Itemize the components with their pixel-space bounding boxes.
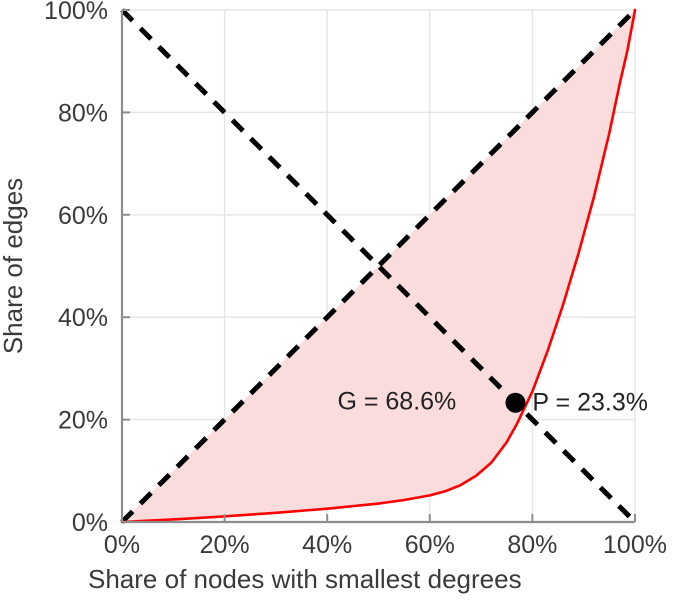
equality-dashed-line bbox=[120, 8, 637, 524]
x-tick-label: 80% bbox=[507, 531, 557, 559]
x-tick-label: 20% bbox=[200, 531, 250, 559]
x-tick-label: 60% bbox=[405, 531, 455, 559]
y-tick-label: 100% bbox=[44, 0, 108, 25]
y-axis-tick-labels: 0% 20% 40% 60% 80% 100% bbox=[44, 0, 108, 537]
antidiagonal-dashed-line bbox=[120, 8, 637, 524]
y-tick-label: 80% bbox=[58, 99, 108, 127]
x-tick-label: 40% bbox=[302, 531, 352, 559]
lorenz-curve-line bbox=[120, 8, 637, 524]
x-axis-title: Share of nodes with smallest degrees bbox=[88, 564, 522, 594]
y-tick-label: 40% bbox=[58, 304, 108, 332]
tick-marks bbox=[121, 9, 636, 523]
y-axis-title: Share of edges bbox=[0, 178, 28, 354]
gini-annotation-label: G = 68.6% bbox=[337, 388, 456, 416]
y-tick-label: 20% bbox=[58, 407, 108, 435]
x-tick-label: 100% bbox=[603, 531, 667, 559]
point-marker-p bbox=[505, 392, 526, 413]
y-tick-label: 0% bbox=[72, 509, 108, 537]
y-tick-label: 60% bbox=[58, 202, 108, 230]
gini-shaded-area bbox=[122, 10, 635, 522]
p-annotation-label: P = 23.3% bbox=[532, 389, 648, 417]
x-tick-label: 0% bbox=[104, 531, 140, 559]
x-axis-tick-labels: 0% 20% 40% 60% 80% 100% bbox=[104, 531, 667, 559]
